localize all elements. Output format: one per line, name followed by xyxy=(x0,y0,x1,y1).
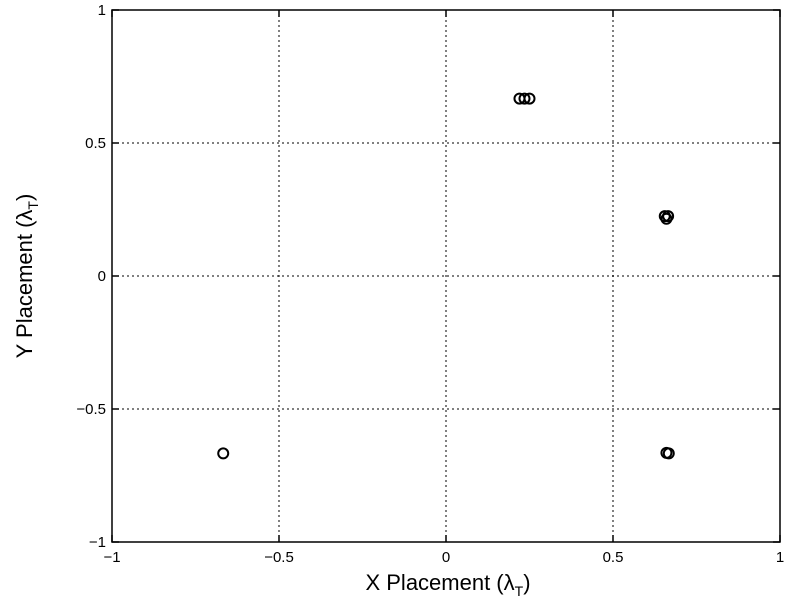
x-tick-label: 0 xyxy=(442,549,450,566)
tick-layer: −1 −0.5 0 0.5 1 −1 −0.5 0 0.5 1 xyxy=(76,2,784,566)
y-tick-label: 0.5 xyxy=(85,135,106,152)
x-tick-label: −0.5 xyxy=(264,549,294,566)
marker-layer xyxy=(217,92,675,460)
x-axis-label: X Placement (λT) xyxy=(365,570,530,599)
x-tick-label: 0.5 xyxy=(603,549,624,566)
y-axis-label: Y Placement (λT) xyxy=(12,194,41,359)
y-tick-label: −0.5 xyxy=(76,401,106,418)
x-tick-label: 1 xyxy=(776,549,784,566)
y-tick-label: −1 xyxy=(89,534,106,551)
scatter-point xyxy=(660,212,673,225)
scatter-point xyxy=(518,92,531,105)
y-tick-label: 1 xyxy=(98,2,106,19)
scatter-point xyxy=(523,92,536,105)
x-tick-label: −1 xyxy=(103,549,120,566)
scatter-point xyxy=(662,447,675,460)
scatter-point xyxy=(217,447,230,460)
y-tick-label: 0 xyxy=(98,268,106,285)
grid-layer xyxy=(112,10,780,542)
